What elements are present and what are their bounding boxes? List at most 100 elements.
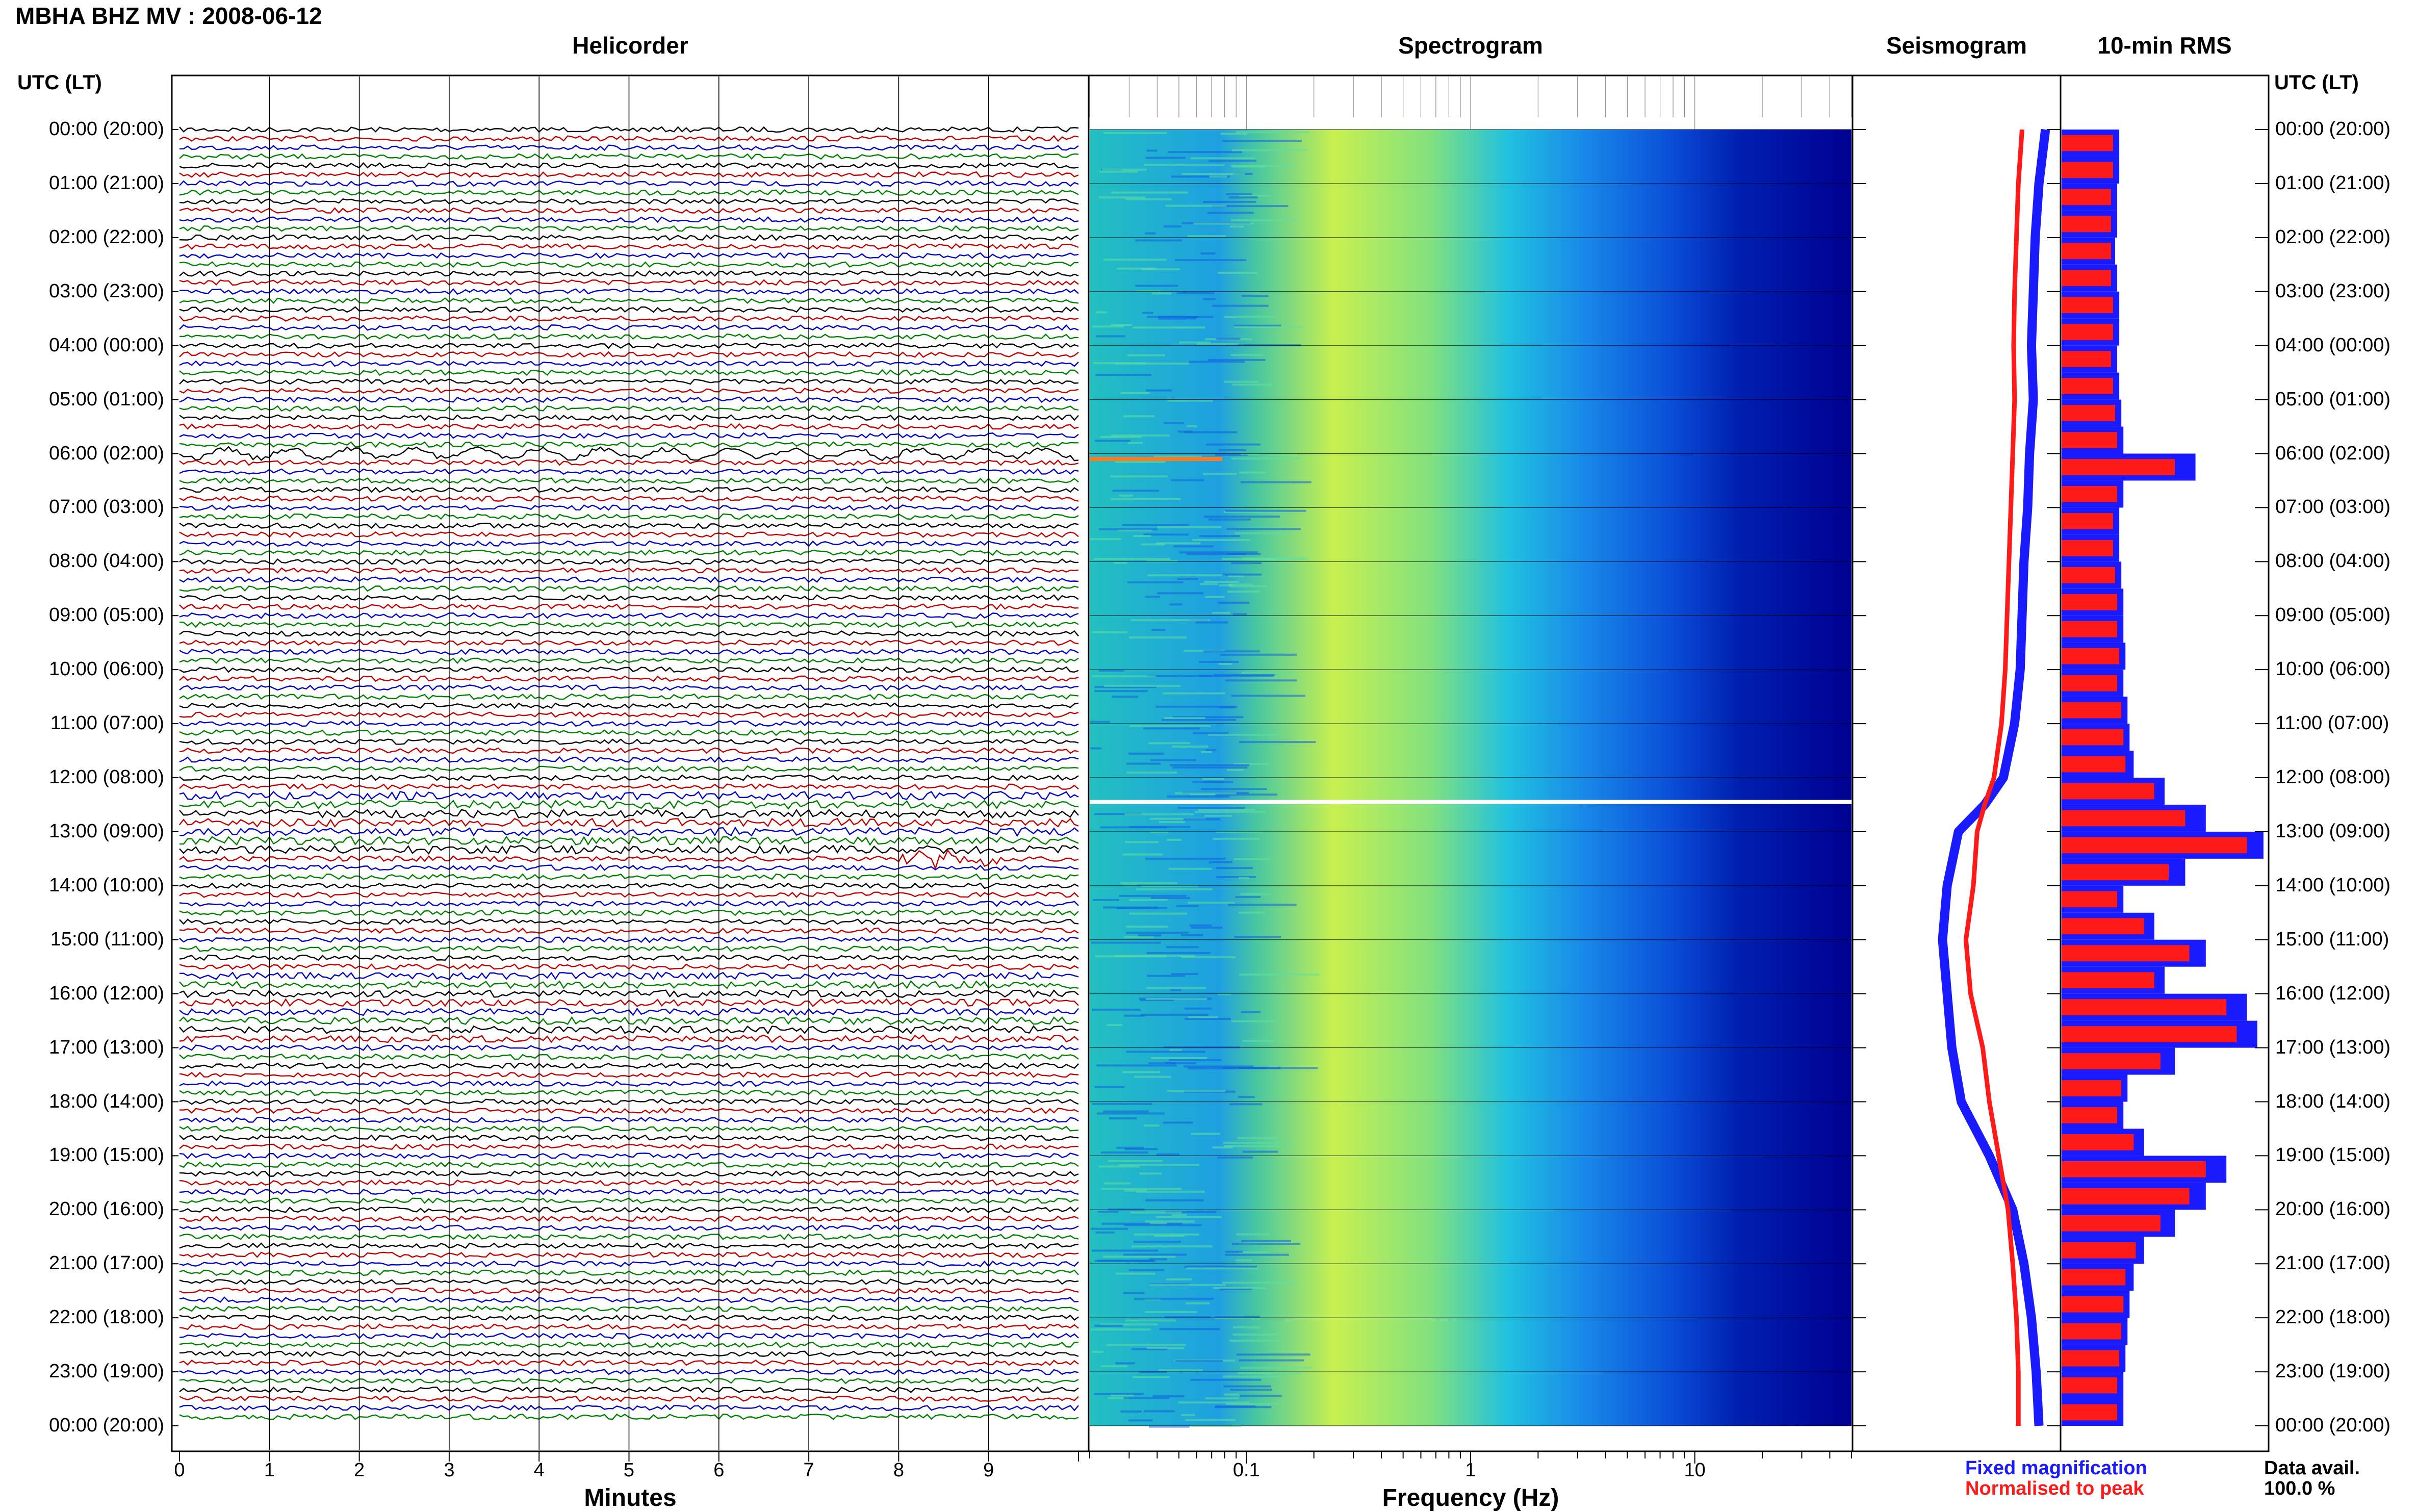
- time-label: 15:00 (11:00): [2275, 929, 2389, 951]
- spectrogram-streak: [1242, 295, 1268, 297]
- rms-bar-normalised: [2062, 891, 2117, 907]
- spectrogram-streak: [1232, 1243, 1300, 1245]
- spectrogram-streak: [1231, 354, 1264, 356]
- spectrogram-streak: [1229, 196, 1258, 198]
- spectrogram-streak: [1217, 1157, 1253, 1159]
- spectrogram-streak: [1099, 528, 1158, 530]
- spectrogram-streak: [1175, 1360, 1223, 1362]
- spectrogram-streak: [1170, 764, 1249, 766]
- frequency-axis-title: Frequency (Hz): [1382, 1484, 1559, 1512]
- spectrogram-streak: [1095, 374, 1151, 376]
- time-label: 23:00 (19:00): [2275, 1361, 2390, 1382]
- spectrogram-streak: [1238, 1096, 1255, 1098]
- spectrogram-streak: [1167, 1090, 1225, 1092]
- spectrogram-streak: [1240, 1367, 1313, 1369]
- spectrogram-streak: [1099, 196, 1145, 198]
- spectrogram-streak: [1231, 1020, 1278, 1022]
- spectrogram-streak: [1122, 1071, 1160, 1073]
- rms-bar-normalised: [2062, 1242, 2136, 1259]
- time-label: 08:00 (04:00): [0, 550, 164, 572]
- minute-tick-label: 3: [434, 1459, 465, 1481]
- spectrogram-streak: [1150, 1284, 1226, 1286]
- spectrogram-streak: [1228, 583, 1253, 585]
- spectrogram-streak: [1235, 896, 1261, 898]
- time-label: 19:00 (15:00): [2275, 1144, 2390, 1166]
- spectrogram-streak: [1213, 838, 1259, 840]
- spectrogram-streak: [1227, 591, 1260, 593]
- spectrogram-streak: [1243, 1151, 1278, 1153]
- time-label: 09:00 (05:00): [2275, 604, 2390, 626]
- utc-header-right: UTC (LT): [2274, 71, 2359, 94]
- spectrogram-streak: [1139, 1172, 1162, 1174]
- spectrogram-streak: [1103, 1255, 1175, 1258]
- spectrogram-streak: [1091, 1228, 1128, 1230]
- spectrogram-streak: [1134, 1241, 1181, 1243]
- spectrogram-streak: [1165, 1062, 1196, 1064]
- helicorder-title: Helicorder: [572, 32, 688, 59]
- spectrogram-streak: [1167, 839, 1181, 841]
- spectrogram-streak: [1164, 422, 1184, 424]
- spectrogram-streak: [1226, 193, 1252, 195]
- spectrogram-streak: [1148, 742, 1190, 744]
- rms-bar-normalised: [2062, 351, 2111, 367]
- spectrogram-streak: [1191, 927, 1223, 929]
- spectrogram-streak: [1219, 449, 1246, 451]
- spectrogram-streak: [1094, 558, 1171, 560]
- spectrogram-streak: [1153, 1395, 1185, 1397]
- spectrogram-streak: [1124, 1224, 1202, 1226]
- rms-bar-normalised: [2062, 972, 2154, 988]
- time-label: 14:00 (10:00): [0, 875, 164, 896]
- spectrogram-streak: [1095, 1260, 1155, 1262]
- page-title: MBHA BHZ MV : 2008-06-12: [15, 2, 322, 30]
- spectrogram-streak: [1170, 989, 1181, 991]
- minute-tick-label: 4: [524, 1459, 554, 1481]
- spectrogram-streak: [1160, 1328, 1220, 1330]
- time-label: 13:00 (09:00): [0, 821, 164, 842]
- minute-tick-label: 1: [254, 1459, 285, 1481]
- spectrogram-streak: [1199, 675, 1274, 677]
- spectrogram-streak: [1212, 612, 1230, 614]
- spectrogram-streak: [1142, 885, 1198, 887]
- rms-bar-normalised: [2062, 756, 2125, 773]
- spectrogram-streak: [1125, 841, 1159, 843]
- spectrogram-streak: [1222, 574, 1262, 576]
- spectrogram-streak: [1092, 1009, 1141, 1011]
- spectrogram-streak: [1121, 882, 1177, 884]
- spectrogram-streak: [1109, 1117, 1137, 1119]
- spectrogram-streak: [1129, 899, 1167, 901]
- spectrogram-streak: [1172, 746, 1208, 748]
- spectrogram-streak: [1225, 1254, 1289, 1256]
- rms-bar-normalised: [2062, 486, 2117, 502]
- spectrogram-streak: [1101, 1188, 1181, 1190]
- spectrogram-streak: [1242, 1240, 1291, 1242]
- spectrogram-streak: [1103, 132, 1167, 134]
- spectrogram-streak: [1141, 1014, 1208, 1016]
- spectrogram-streak: [1216, 876, 1256, 878]
- spectrogram-streak: [1148, 574, 1225, 576]
- spectrogram-streak: [1239, 973, 1319, 976]
- rms-bar-normalised: [2062, 270, 2111, 286]
- spectrogram-streak: [1108, 1160, 1162, 1162]
- spectrogram-streak: [1099, 1165, 1139, 1167]
- time-label: 00:00 (20:00): [2275, 118, 2390, 140]
- spectrogram-streak: [1186, 1302, 1210, 1304]
- spectrogram-streak: [1147, 560, 1178, 562]
- spectrogram-streak: [1184, 431, 1237, 433]
- seismogram-title: Seismogram: [1886, 32, 2027, 59]
- minute-tick-label: 6: [704, 1459, 734, 1481]
- spectrogram-streak: [1128, 753, 1164, 755]
- spectrogram-streak: [1237, 1233, 1269, 1235]
- spectrogram-streak: [1224, 1394, 1239, 1396]
- spectrogram-streak: [1168, 151, 1242, 153]
- spectrogram-streak: [1136, 1191, 1205, 1193]
- spectrogram-streak: [1230, 1389, 1272, 1391]
- time-label: 00:00 (20:00): [0, 1415, 164, 1437]
- spectrogram-streak: [1103, 1111, 1148, 1113]
- spectrogram-streak: [1163, 1121, 1193, 1123]
- spectrogram-streak: [1213, 1146, 1233, 1148]
- spectrogram-bright-line: [1090, 800, 1852, 804]
- rms-bar-normalised: [2062, 702, 2121, 719]
- spectrogram-streak: [1237, 1353, 1310, 1355]
- rms-bar-normalised: [2062, 864, 2169, 880]
